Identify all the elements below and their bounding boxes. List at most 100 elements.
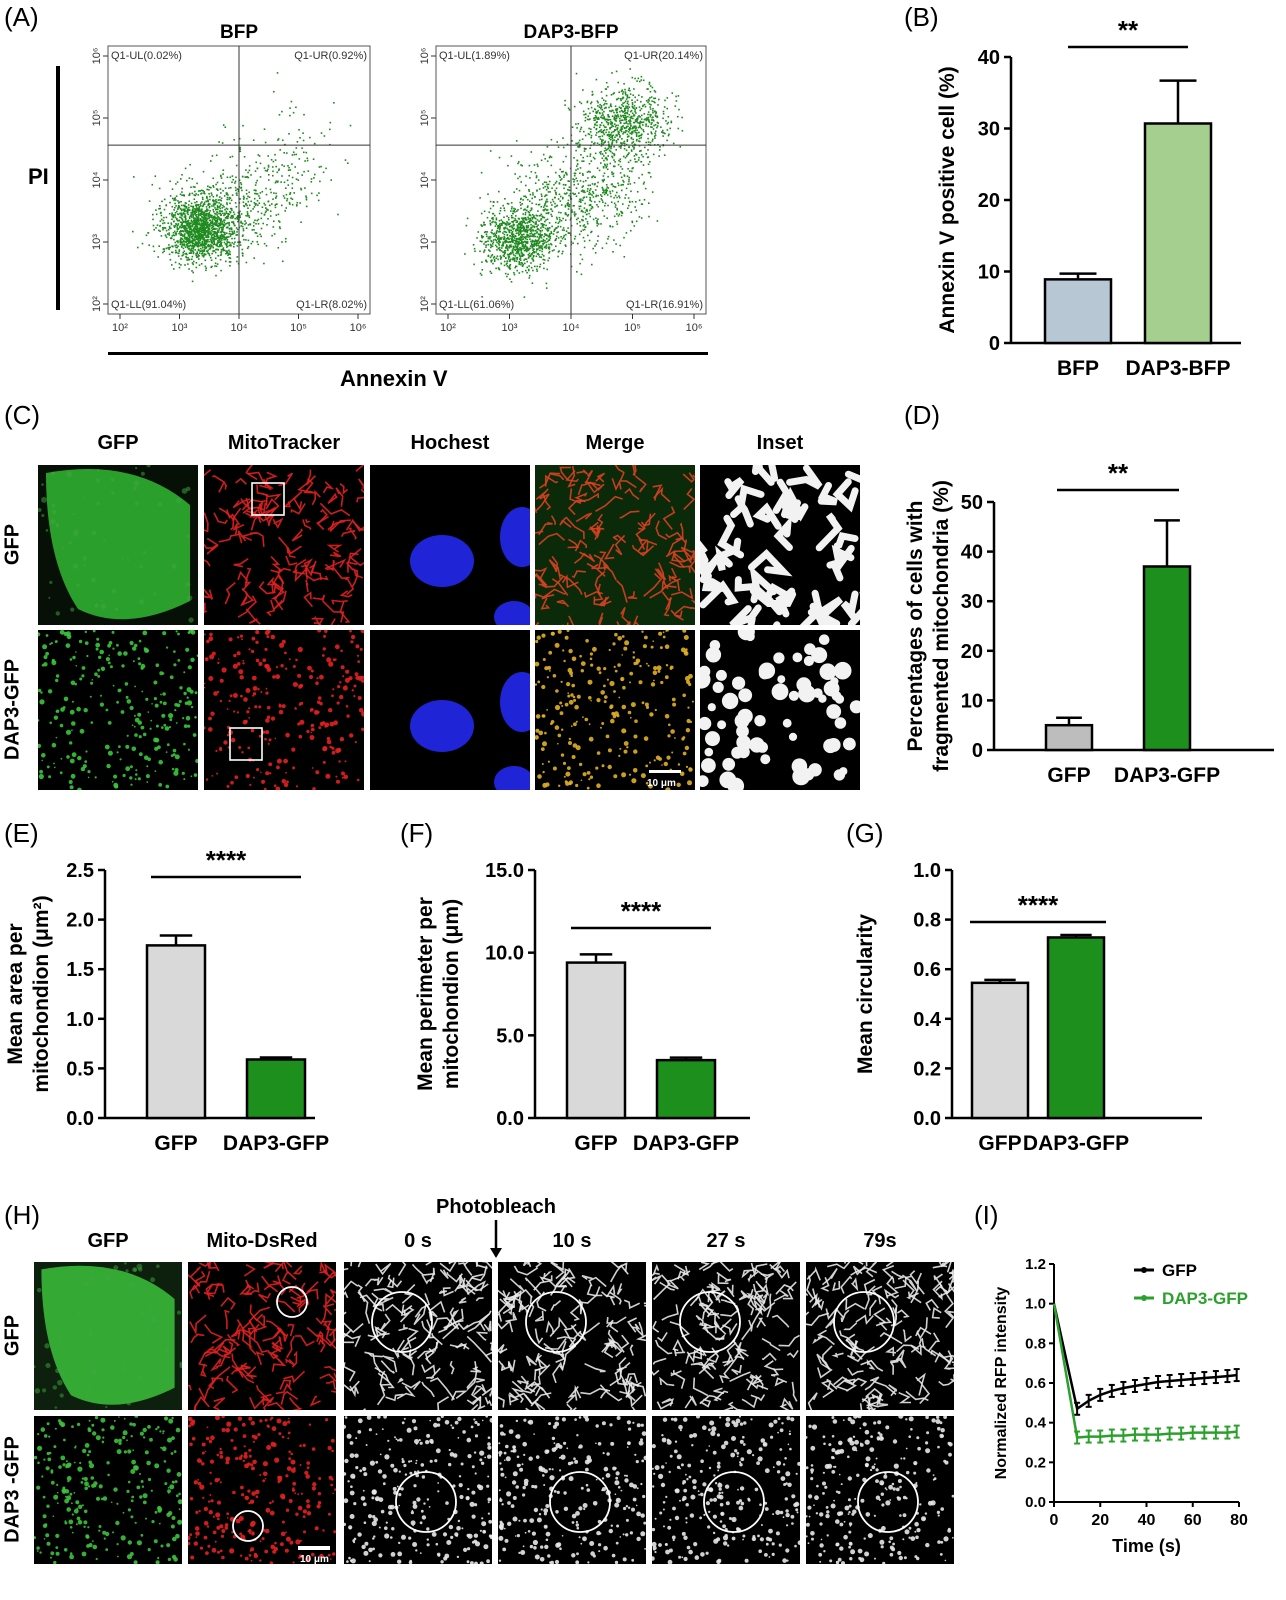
flow-quadrant-ul: Q1-UL(1.89%) xyxy=(439,50,510,62)
col-header-c: Inset xyxy=(756,432,804,454)
y-axis-label: fragmented mitochondria (%) xyxy=(930,480,953,772)
y-tick-label: 10 xyxy=(961,690,983,712)
panel-label-b: (B) xyxy=(904,2,939,32)
y-tick-label: 20 xyxy=(978,190,1000,212)
bleach-roi-circle xyxy=(232,1510,264,1542)
flow-ytick-label: 10² xyxy=(91,296,103,312)
micrograph-0s-gfp xyxy=(344,1262,492,1410)
significance-stars: ** xyxy=(1118,20,1139,45)
col-header-c: MitoTracker xyxy=(227,432,341,454)
bleach-roi-circle xyxy=(276,1286,308,1318)
inset-box xyxy=(251,482,285,516)
significance-stars: ** xyxy=(1108,458,1129,488)
panel-label-g: (G) xyxy=(846,818,884,848)
flow-plot-bfp: BFP Q1-UL(0.02%) Q1-UR(0.92%) Q1-LL(91.04%)… xyxy=(91,22,371,334)
micrograph-gfp-gfp xyxy=(38,465,198,625)
panel-label-i: (I) xyxy=(974,1200,999,1230)
flow-xtick-label: 10² xyxy=(440,322,456,334)
bleach-roi-circle xyxy=(703,1471,765,1533)
bleach-roi-circle xyxy=(549,1471,611,1533)
y-tick-label: 30 xyxy=(978,119,1000,141)
x-category-label: GFP xyxy=(1047,764,1090,787)
y-tick-label: 2.5 xyxy=(66,860,94,882)
chart-d: 0 10 20 30 40 50 GFP DAP3-GFP ** Percentages of c… xyxy=(904,458,1274,787)
photobleach-arrow-icon xyxy=(490,1220,502,1258)
micrograph-hochest-gfp xyxy=(370,465,530,625)
y-tick-label: 20 xyxy=(961,641,983,663)
row-header-c: DAP3-GFP xyxy=(1,658,24,761)
flow-xtick-label: 10⁶ xyxy=(350,322,367,334)
y-tick-label: 50 xyxy=(961,492,983,514)
flow-quadrant-lr: Q1-LR(16.91%) xyxy=(626,299,703,311)
flow-ytick-label: 10⁴ xyxy=(419,171,431,188)
y-axis-label: mitochondion (μm²) xyxy=(30,895,53,1092)
x-tick-label: 0 xyxy=(1050,1512,1059,1529)
x-tick-label: 20 xyxy=(1091,1512,1109,1529)
y-tick-label: 0.6 xyxy=(913,959,941,981)
micrograph-79s-gfp xyxy=(806,1262,954,1410)
scale-bar xyxy=(298,1546,330,1550)
significance-stars: **** xyxy=(1018,890,1059,920)
significance-stars: **** xyxy=(621,896,662,926)
y-axis-label: Annexin V positive cell (%) xyxy=(936,66,959,333)
micrograph-mitotracker-dap3-gfp xyxy=(204,630,364,790)
micrograph-mito-dsred-gfp xyxy=(188,1262,336,1410)
bleach-roi-circle xyxy=(857,1471,919,1533)
flow-ytick-label: 10⁶ xyxy=(419,48,431,65)
x-category-label: GFP xyxy=(978,1132,1021,1155)
panel-label-f: (F) xyxy=(400,818,434,848)
inset-box xyxy=(229,727,263,761)
y-tick-label: 1.5 xyxy=(66,959,94,981)
micrograph-inset-dap3-gfp xyxy=(700,630,860,790)
x-axis-label: Time (s) xyxy=(1112,1536,1181,1556)
micrograph-10s-dap3-gfp xyxy=(498,1416,646,1564)
x-tick-label: 80 xyxy=(1230,1512,1248,1529)
legend-label: DAP3-GFP xyxy=(1162,1289,1248,1308)
y-tick-label: 1.0 xyxy=(913,860,941,882)
panel-label-c: (C) xyxy=(4,400,41,430)
y-tick-label: 0.6 xyxy=(1025,1375,1046,1392)
x-category-label: BFP xyxy=(1057,357,1099,380)
bar-gfp xyxy=(970,981,1030,1120)
flow-xtick-label: 10³ xyxy=(172,322,188,334)
col-header-c: Merge xyxy=(585,432,645,454)
chart-b: 0 10 20 30 40 BFP DAP3-BFP ** Annexin V positive… xyxy=(936,20,1241,380)
bar-dap3-gfp xyxy=(1142,565,1192,752)
micrograph-merge-gfp xyxy=(535,465,695,625)
series-line xyxy=(1052,1303,1237,1439)
panel-label-h: (H) xyxy=(4,1200,41,1230)
flow-ytick-label: 10⁵ xyxy=(419,110,431,127)
micrograph-27s-dap3-gfp xyxy=(652,1416,800,1564)
micrograph-mito-dsred-dap3-gfp: 10 μm xyxy=(188,1416,336,1564)
legend-marker xyxy=(1141,1267,1147,1273)
y-tick-label: 0.0 xyxy=(66,1108,94,1130)
series-line xyxy=(1052,1303,1237,1411)
col-header-c: GFP xyxy=(97,432,139,454)
y-axis-label: Mean perimeter per xyxy=(414,897,437,1091)
y-tick-label: 0.0 xyxy=(913,1108,941,1130)
flow-xtick-label: 10⁶ xyxy=(686,322,703,334)
y-tick-label: 0.8 xyxy=(913,910,941,932)
photobleach-label: Photobleach xyxy=(436,1196,557,1218)
legend-marker xyxy=(1141,1295,1147,1301)
y-tick-label: 0.2 xyxy=(913,1058,941,1080)
flow-xtick-label: 10⁵ xyxy=(624,322,641,334)
y-tick-label: 1.2 xyxy=(1025,1256,1046,1273)
col-header-c: Hochest xyxy=(410,432,490,454)
significance-stars: **** xyxy=(206,845,247,875)
x-category-label: DAP3-GFP xyxy=(633,1132,739,1155)
micrograph-27s-gfp xyxy=(652,1262,800,1410)
y-tick-label: 0.5 xyxy=(66,1058,94,1080)
bleach-roi-circle xyxy=(833,1291,895,1353)
bleach-roi-circle xyxy=(395,1471,457,1533)
y-tick-label: 30 xyxy=(961,591,983,613)
flow-dots xyxy=(464,68,684,298)
flow-ytick-label: 10⁶ xyxy=(91,48,103,65)
flow-quadrant-ur: Q1-UR(20.14%) xyxy=(624,50,703,62)
y-axis-label: Mean area per xyxy=(4,923,27,1064)
y-axis-label: Percentages of cells with xyxy=(904,501,927,752)
row-header-h: DAP3 -GFP xyxy=(1,1436,24,1543)
y-tick-label: 0.0 xyxy=(496,1108,524,1130)
y-tick-label: 10.0 xyxy=(485,943,524,965)
flow-quadrant-ur: Q1-UR(0.92%) xyxy=(294,50,367,62)
